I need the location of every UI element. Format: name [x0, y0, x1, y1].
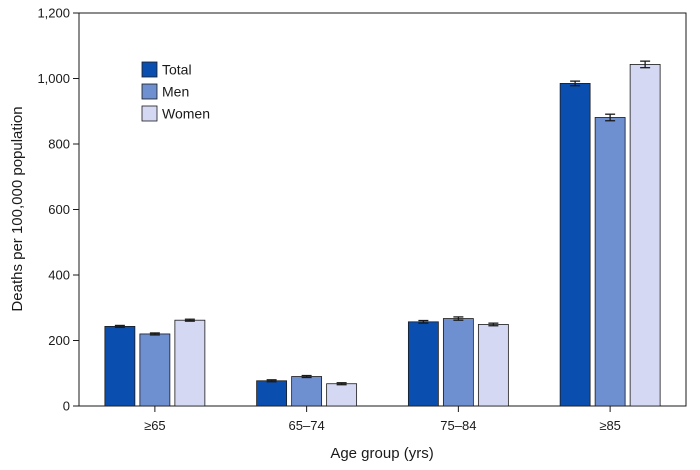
legend-label-total: Total	[162, 62, 192, 78]
y-tick-label: 400	[48, 268, 70, 283]
bar-men	[139, 333, 171, 407]
bars-group	[104, 60, 661, 407]
x-tick-label: ≥85	[599, 418, 621, 433]
y-tick-label: 600	[48, 202, 70, 217]
bar-women	[477, 324, 509, 407]
legend-swatch-men	[141, 83, 158, 100]
y-tick-label: 0	[63, 399, 70, 414]
bar-total	[407, 321, 439, 407]
legend: Total Men Women	[141, 61, 210, 122]
legend-swatch-women	[141, 105, 158, 122]
bar-women	[629, 64, 661, 407]
bar-women	[174, 319, 206, 407]
y-axis-title: Deaths per 100,000 population	[9, 106, 26, 311]
y-axis: 0 200 400 600 800 1,000 1,200	[37, 6, 79, 414]
y-tick-label: 1,000	[37, 71, 70, 86]
y-tick-label: 1,200	[37, 6, 70, 21]
x-tick-label: 75–84	[440, 418, 476, 433]
bar-men	[442, 318, 474, 407]
bar-total	[104, 326, 136, 407]
bar-total	[256, 380, 288, 407]
bar-men	[594, 117, 626, 407]
bar-men	[291, 376, 323, 407]
y-tick-label: 200	[48, 333, 70, 348]
x-tick-label: ≥65	[144, 418, 166, 433]
x-tick-label: 65–74	[289, 418, 325, 433]
bar-women	[326, 383, 358, 407]
legend-label-women: Women	[162, 106, 210, 122]
bar-total	[559, 83, 591, 407]
x-axis-title: Age group (yrs)	[330, 445, 433, 462]
legend-swatch-total	[141, 61, 158, 78]
y-tick-label: 800	[48, 137, 70, 152]
legend-label-men: Men	[162, 84, 189, 100]
x-axis: ≥65 65–74 75–84 ≥85	[144, 406, 621, 433]
